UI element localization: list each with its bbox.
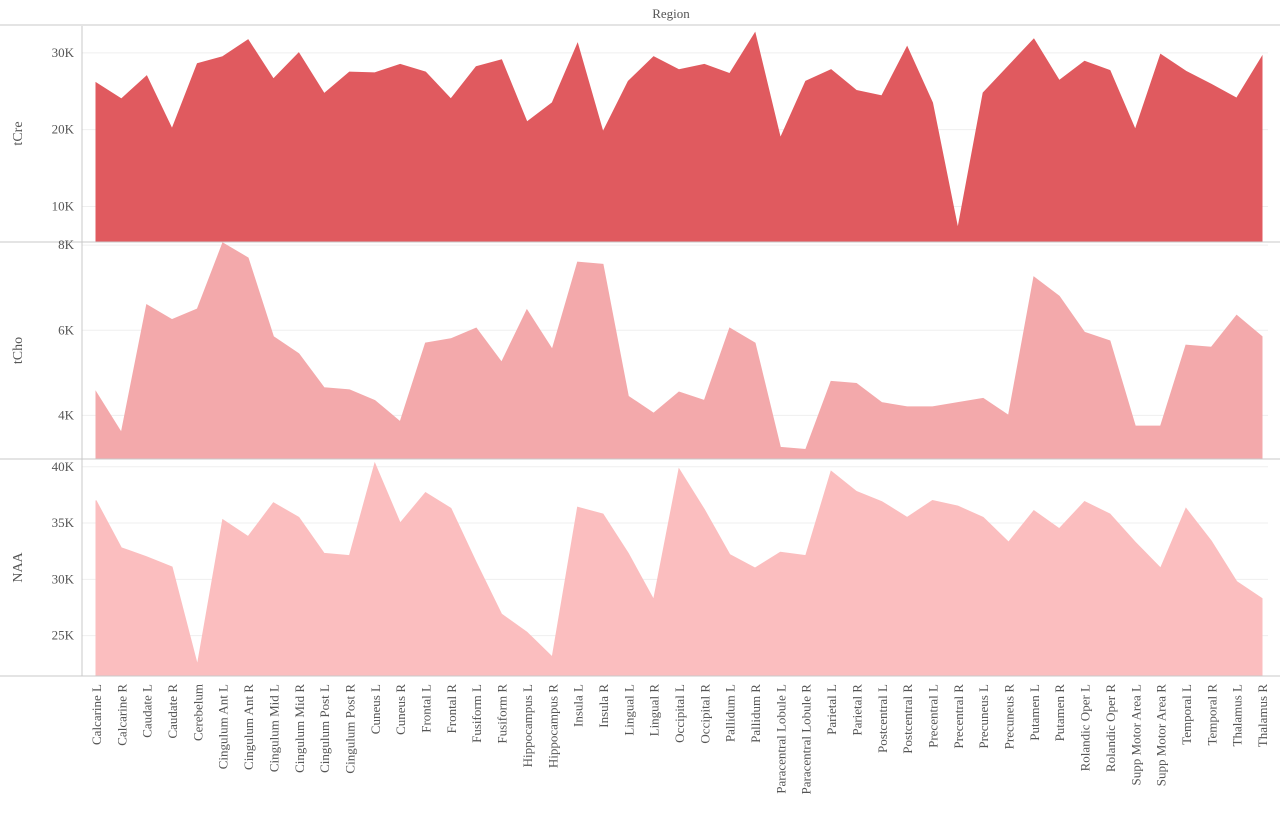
area-series-tcre [96,33,1262,241]
x-tick-label: Thalamus R [1255,684,1270,748]
x-tick-label: Precentral L [925,684,940,748]
x-tick-label: Caudate R [165,684,180,739]
x-tick-label: Occipital R [697,684,712,744]
x-tick-label: Parietal R [849,684,864,736]
x-tick-label: Supp Motor Area L [1128,684,1143,786]
panel-label: NAA [11,551,26,582]
x-tick-label: Precentral R [951,684,966,749]
x-tick-label: Cuneus L [368,684,383,734]
x-tick-label: Putamen R [1052,684,1067,742]
x-tick-label: Supp Motor Area R [1154,684,1169,787]
x-tick-label: Pallidum R [748,684,763,743]
x-tick-label: Rolandic Oper R [1103,684,1118,772]
panel-tcre: 10K 20K 30K tCre [0,33,1280,242]
x-tick-label: Cingulum Ant L [216,684,231,769]
y-tick-label: 30K [52,571,75,586]
x-tick-label: Insula L [571,684,586,727]
x-tick-label: Parietal L [824,684,839,735]
x-tick-label: Calcarine R [114,684,129,746]
x-tick-label: Putamen L [1027,684,1042,741]
y-tick-label: 10K [52,198,75,213]
y-tick-label: 25K [52,628,75,643]
area-series-naa [96,463,1262,675]
x-tick-label: Paracentral Lobule R [799,684,814,795]
panels: 10K 20K 30K tCre 4K 6K 8K tCho 25K 30K 35K 40K NAA [0,33,1280,676]
y-tick-label: 6K [58,322,75,337]
x-tick-label: Insula R [596,684,611,728]
x-tick-label: Fusiform R [495,684,510,744]
x-tick-label: Postcentral R [900,684,915,754]
x-tick-label: Frontal L [419,684,434,733]
x-tick-label: Paracentral Lobule L [773,684,788,794]
y-tick-label: 4K [58,407,75,422]
x-tick-label: Thalamus L [1230,684,1245,747]
x-tick-label: Precuneus L [976,684,991,749]
y-tick-label: 30K [52,45,75,60]
x-tick-label: Lingual L [621,684,636,736]
x-tick-label: Occipital L [672,684,687,743]
y-tick-label: 35K [52,515,75,530]
x-tick-label: Cerebelum [190,684,205,741]
area-series-tcho [96,243,1262,458]
x-tick-label: Cingulum Mid L [266,684,281,772]
panel-label: tCre [11,121,26,145]
x-tick-label: Cuneus R [393,684,408,735]
y-tick-label: 20K [52,122,75,137]
y-tick-label: 8K [58,237,75,252]
x-tick-label: Cingulum Mid R [292,684,307,773]
x-tick-label: Postcentral L [875,684,890,753]
x-tick-label: Temporal R [1204,684,1219,746]
x-tick-label: Hippocampus L [520,684,535,767]
x-tick-label: Cingulum Post L [317,684,332,773]
panel-tcho: 4K 6K 8K tCho [0,237,1280,459]
x-tick-label: Caudate L [140,684,155,738]
y-tick-label: 40K [52,459,75,474]
x-tick-label: Fusiform L [469,684,484,743]
x-tick-label: Lingual R [647,684,662,737]
x-tick-label: Calcarine L [89,684,104,745]
x-tick-label: Precuneus R [1002,684,1017,750]
column-header: Region [652,6,690,21]
panel-label: tCho [11,337,26,364]
panel-naa: 25K 30K 35K 40K NAA [0,459,1280,676]
x-tick-label: Cingulum Post R [342,684,357,774]
x-tick-label: Rolandic Oper L [1078,684,1093,771]
x-tick-label: Pallidum L [723,684,738,742]
x-tick-label: Hippocampus R [545,684,560,768]
x-tick-label: Cingulum Ant R [241,684,256,770]
x-tick-label: Temporal L [1179,684,1194,745]
x-tick-label: Frontal R [444,684,459,734]
